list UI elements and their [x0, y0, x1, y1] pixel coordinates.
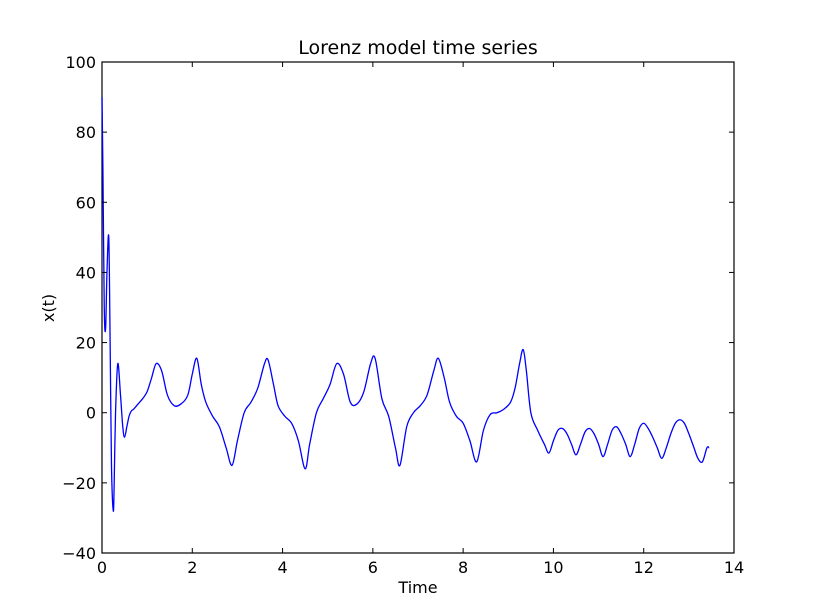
y-tick-label: 40 — [76, 263, 96, 282]
x-tick-label: 8 — [458, 558, 468, 577]
x-tick-label: 6 — [368, 558, 378, 577]
ticks-layer: 0 2 4 6 8 10 12 14 −40 −20 0 20 40 60 80 100 — [62, 53, 744, 577]
y-tick-label: 20 — [76, 334, 96, 353]
y-tick-label: 80 — [76, 123, 96, 142]
axes-frame — [101, 61, 735, 554]
x-axis-label: Time — [397, 578, 437, 597]
x-tick-label: 10 — [543, 558, 563, 577]
x-tick-label: 0 — [97, 558, 107, 577]
y-tick-label: −20 — [62, 474, 96, 493]
x-tick-label: 2 — [187, 558, 197, 577]
y-tick-label: −40 — [62, 544, 96, 563]
series-line — [101, 97, 710, 512]
series-layer — [101, 97, 710, 512]
chart-title: Lorenz model time series — [298, 37, 537, 59]
y-axis-label: x(t) — [39, 294, 58, 322]
x-tick-label: 14 — [724, 558, 744, 577]
x-tick-label: 12 — [634, 558, 654, 577]
x-tick-label: 4 — [277, 558, 287, 577]
plot-area — [101, 61, 735, 554]
y-tick-label: 60 — [76, 193, 96, 212]
y-tick-label: 100 — [65, 53, 96, 72]
y-tick-label: 0 — [86, 404, 96, 423]
